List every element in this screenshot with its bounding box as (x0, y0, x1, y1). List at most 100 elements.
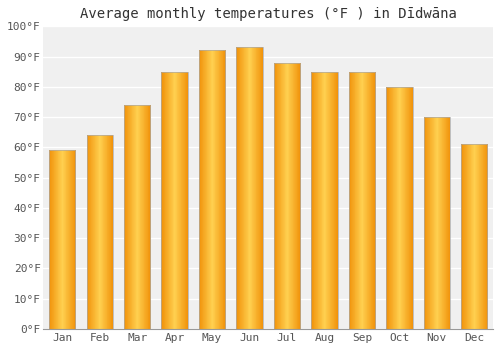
Bar (214, 50, 215, 329)
Bar (254, 48, 255, 329)
Bar (101, 135, 102, 329)
Bar (183, 72, 184, 329)
Bar (224, 50, 225, 329)
Bar (424, 117, 450, 329)
Bar (402, 87, 403, 329)
Bar (275, 63, 276, 329)
Bar (352, 72, 353, 329)
Bar (445, 117, 446, 329)
Bar (277, 63, 278, 329)
Bar (332, 72, 333, 329)
Bar (236, 48, 262, 329)
Bar (294, 63, 295, 329)
Bar (319, 72, 320, 329)
Bar (177, 72, 178, 329)
Bar (329, 72, 330, 329)
Bar (130, 105, 131, 329)
Bar (238, 48, 239, 329)
Bar (96, 135, 97, 329)
Bar (249, 48, 250, 329)
Bar (355, 72, 356, 329)
Bar (291, 63, 292, 329)
Bar (437, 117, 438, 329)
Bar (324, 72, 325, 329)
Bar (331, 72, 332, 329)
Bar (149, 105, 150, 329)
Bar (349, 72, 375, 329)
Bar (60, 150, 61, 329)
Bar (298, 63, 299, 329)
Bar (435, 117, 436, 329)
Bar (297, 63, 298, 329)
Bar (464, 144, 465, 329)
Bar (102, 135, 103, 329)
Bar (144, 105, 145, 329)
Bar (199, 50, 225, 329)
Bar (165, 72, 166, 329)
Bar (477, 144, 478, 329)
Bar (138, 105, 139, 329)
Bar (424, 117, 425, 329)
Bar (128, 105, 129, 329)
Bar (282, 63, 283, 329)
Bar (140, 105, 141, 329)
Title: Average monthly temperatures (°F ) in Dīdwāna: Average monthly temperatures (°F ) in Dī… (80, 7, 456, 21)
Bar (186, 72, 187, 329)
Bar (283, 63, 284, 329)
Bar (400, 87, 401, 329)
Bar (68, 150, 69, 329)
Bar (125, 105, 126, 329)
Bar (50, 150, 51, 329)
Bar (474, 144, 475, 329)
Bar (326, 72, 327, 329)
Bar (65, 150, 66, 329)
Bar (207, 50, 208, 329)
Bar (52, 150, 53, 329)
Bar (216, 50, 217, 329)
Bar (318, 72, 319, 329)
Bar (88, 135, 89, 329)
Bar (168, 72, 169, 329)
Bar (212, 50, 213, 329)
Bar (253, 48, 254, 329)
Bar (360, 72, 361, 329)
Bar (211, 50, 212, 329)
Bar (431, 117, 432, 329)
Bar (126, 105, 127, 329)
Bar (389, 87, 390, 329)
Bar (408, 87, 409, 329)
Bar (99, 135, 100, 329)
Bar (251, 48, 252, 329)
Bar (327, 72, 328, 329)
Bar (113, 135, 114, 329)
Bar (89, 135, 90, 329)
Bar (56, 150, 57, 329)
Bar (224, 50, 225, 329)
Bar (92, 135, 93, 329)
Bar (391, 87, 392, 329)
Bar (222, 50, 223, 329)
Bar (429, 117, 430, 329)
Bar (370, 72, 371, 329)
Bar (465, 144, 466, 329)
Bar (209, 50, 210, 329)
Bar (220, 50, 221, 329)
Bar (390, 87, 391, 329)
Bar (337, 72, 338, 329)
Bar (299, 63, 300, 329)
Bar (468, 144, 469, 329)
Bar (317, 72, 318, 329)
Bar (133, 105, 134, 329)
Bar (164, 72, 165, 329)
Bar (426, 117, 427, 329)
Bar (236, 48, 237, 329)
Bar (169, 72, 170, 329)
Bar (325, 72, 326, 329)
Bar (262, 48, 263, 329)
Bar (359, 72, 360, 329)
Bar (284, 63, 285, 329)
Bar (279, 63, 280, 329)
Bar (201, 50, 202, 329)
Bar (108, 135, 109, 329)
Bar (313, 72, 314, 329)
